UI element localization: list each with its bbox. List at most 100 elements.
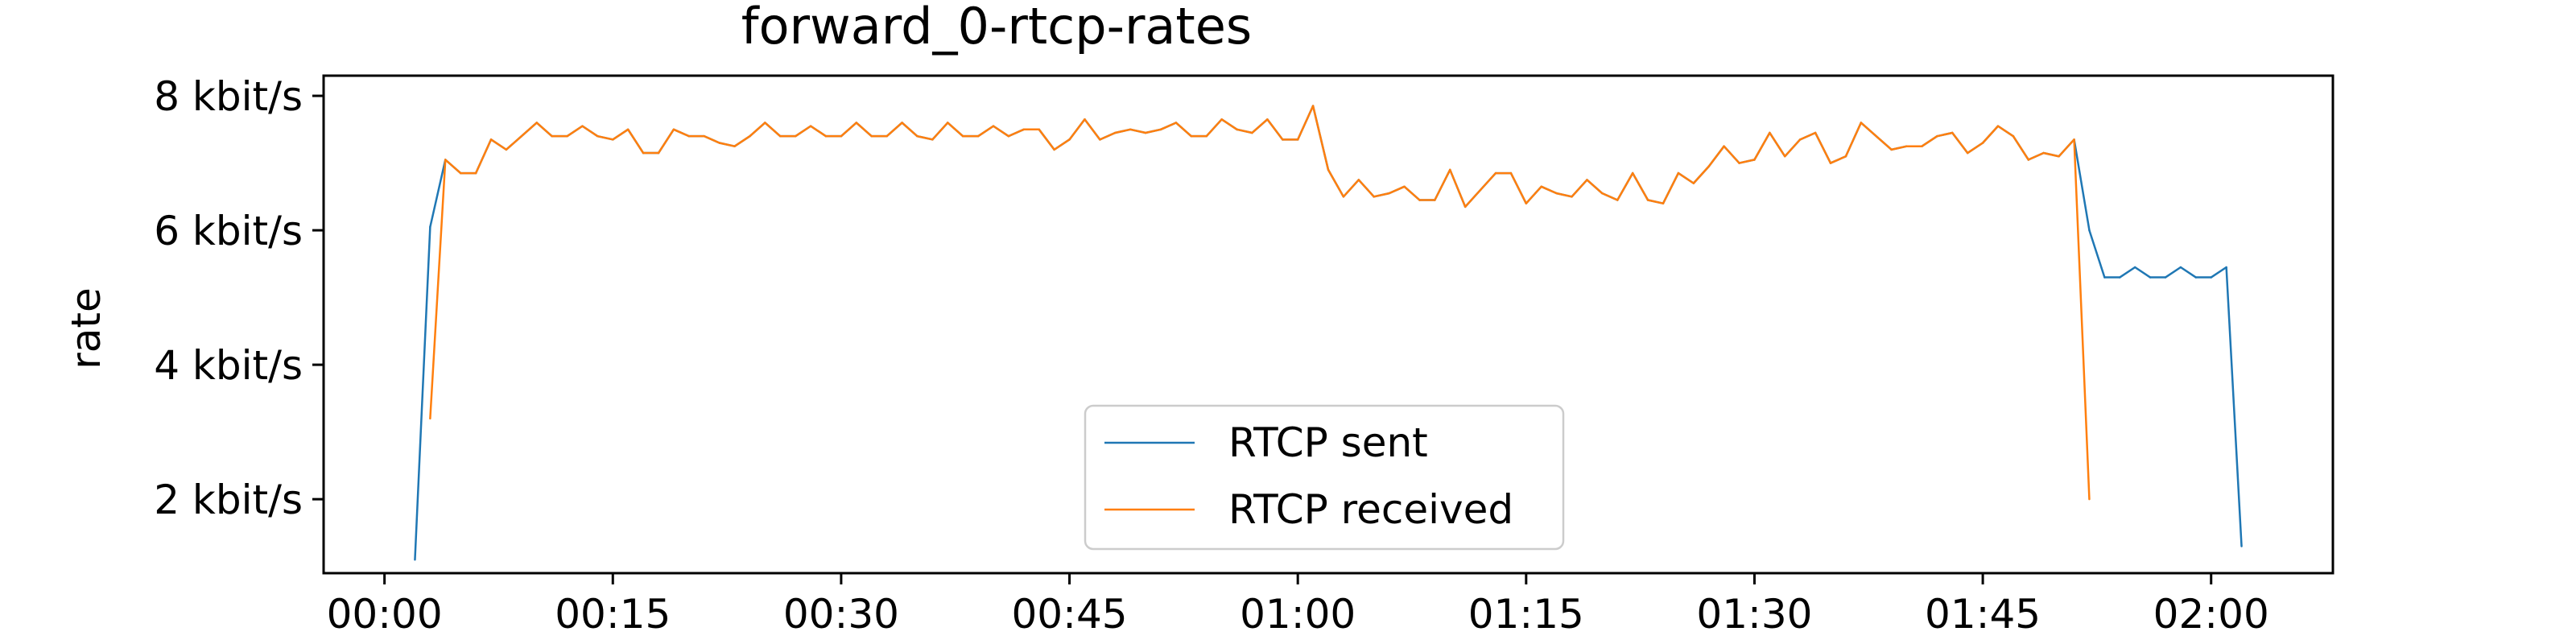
series-1-segment-19 xyxy=(718,142,736,147)
series-1-segment-20 xyxy=(733,134,751,147)
series-1-segment-28 xyxy=(855,122,873,138)
series-1-segment-21 xyxy=(749,122,766,138)
series-1-segment-101 xyxy=(1966,142,1984,155)
series-1-segment-33 xyxy=(931,122,949,141)
series-1-segment-108 xyxy=(2073,138,2091,501)
series-0-segment-118 xyxy=(2210,266,2227,279)
series-1-segment-49 xyxy=(1174,122,1193,138)
x-tick-label-7: 01:45 xyxy=(1925,591,2041,638)
series-1-segment-105 xyxy=(2027,151,2045,161)
series-1-segment-25 xyxy=(809,125,828,138)
series-1-segment-107 xyxy=(2058,138,2075,158)
series-1-segment-54 xyxy=(1251,118,1269,134)
series-1-segment-36 xyxy=(976,125,995,138)
series-1-segment-78 xyxy=(1616,171,1634,201)
series-1-segment-106 xyxy=(2042,151,2060,158)
x-tick-label-3: 00:45 xyxy=(1011,591,1127,638)
series-1-segment-1 xyxy=(444,159,462,175)
series-1-segment-11 xyxy=(597,134,614,141)
series-1-segment-7 xyxy=(535,122,553,138)
series-1-segment-61 xyxy=(1357,179,1375,198)
y-tick-label-0: 2 kbit/s xyxy=(154,477,303,523)
series-1-segment-52 xyxy=(1220,118,1238,131)
series-0-segment-116 xyxy=(2179,266,2198,279)
series-1-segment-62 xyxy=(1373,192,1390,198)
series-1-segment-100 xyxy=(1951,131,1969,155)
series-0-segment-0 xyxy=(414,225,431,561)
series-0-segment-113 xyxy=(2133,266,2152,279)
x-tick-label-0: 00:00 xyxy=(327,591,443,638)
series-0-segment-110 xyxy=(2088,229,2106,279)
series-1-segment-31 xyxy=(901,122,919,138)
series-1-segment-48 xyxy=(1159,122,1178,131)
legend: RTCP sent RTCP received xyxy=(1084,404,1565,551)
y-tick-label-1: 4 kbit/s xyxy=(154,342,303,389)
series-1-segment-34 xyxy=(947,122,964,138)
x-tick-label-4: 01:00 xyxy=(1240,591,1356,638)
series-1-segment-53 xyxy=(1236,128,1253,134)
series-1-segment-38 xyxy=(1007,128,1026,138)
series-1-segment-18 xyxy=(703,134,720,144)
series-1-segment-77 xyxy=(1601,192,1619,201)
series-1-segment-69 xyxy=(1479,171,1497,192)
series-1-segment-40 xyxy=(1038,128,1055,151)
series-1-segment-9 xyxy=(566,125,584,138)
series-1-segment-80 xyxy=(1646,199,1665,204)
series-1-segment-24 xyxy=(794,125,812,138)
series-1-segment-91 xyxy=(1814,131,1832,164)
series-1-segment-85 xyxy=(1723,145,1740,164)
series-1-segment-30 xyxy=(886,122,903,138)
series-1-segment-84 xyxy=(1707,145,1725,167)
x-tick-label-5: 01:15 xyxy=(1468,591,1584,638)
series-1 xyxy=(429,105,2091,501)
series-1-segment-43 xyxy=(1084,118,1101,141)
y-tick-label-3: 8 kbit/s xyxy=(154,73,303,120)
series-1-segment-32 xyxy=(916,134,934,141)
series-1-segment-12 xyxy=(612,128,630,141)
series-1-segment-0 xyxy=(429,159,447,420)
series-1-segment-96 xyxy=(1890,145,1908,151)
series-1-segment-3 xyxy=(474,138,493,175)
legend-label-sent: RTCP sent xyxy=(1228,419,1428,466)
series-1-segment-13 xyxy=(626,128,645,155)
series-1-segment-27 xyxy=(840,122,858,138)
series-1-segment-58 xyxy=(1311,105,1330,171)
series-1-segment-82 xyxy=(1677,171,1695,184)
series-layer xyxy=(414,105,2243,561)
legend-box xyxy=(1084,404,1565,551)
series-1-segment-51 xyxy=(1205,118,1223,138)
series-1-segment-94 xyxy=(1860,122,1877,138)
series-1-segment-37 xyxy=(992,125,1010,138)
series-1-segment-59 xyxy=(1327,168,1345,198)
x-tick-label-6: 01:30 xyxy=(1696,591,1812,638)
series-1-segment-4 xyxy=(489,138,508,151)
series-1-segment-44 xyxy=(1099,131,1117,141)
series-1-segment-57 xyxy=(1296,105,1315,141)
y-tick-label-2: 6 kbit/s xyxy=(154,208,303,254)
series-1-segment-74 xyxy=(1555,192,1573,198)
series-0-segment-1 xyxy=(429,159,447,229)
series-1-segment-68 xyxy=(1463,188,1482,208)
series-1-segment-63 xyxy=(1388,185,1406,195)
series-1-segment-81 xyxy=(1662,171,1680,204)
series-1-segment-95 xyxy=(1875,134,1893,151)
series-1-segment-64 xyxy=(1403,185,1421,201)
series-1-segment-45 xyxy=(1114,128,1132,134)
x-tick-label-8: 02:00 xyxy=(2153,591,2269,638)
series-1-segment-98 xyxy=(1921,134,1938,147)
series-1-segment-92 xyxy=(1829,155,1847,164)
series-1-segment-89 xyxy=(1784,138,1802,158)
x-tick-label-2: 00:30 xyxy=(783,591,899,638)
series-1-segment-10 xyxy=(581,125,599,138)
series-1-segment-22 xyxy=(764,122,782,138)
series-1-segment-42 xyxy=(1068,118,1086,141)
series-1-segment-88 xyxy=(1769,131,1786,158)
series-1-segment-75 xyxy=(1571,179,1588,198)
series-1-segment-72 xyxy=(1525,185,1542,204)
chart-title: forward_0-rtcp-rates xyxy=(741,0,1252,56)
series-1-segment-5 xyxy=(505,134,523,151)
legend-label-received: RTCP received xyxy=(1228,486,1513,533)
series-1-segment-16 xyxy=(672,128,691,138)
series-1-segment-93 xyxy=(1844,122,1863,158)
